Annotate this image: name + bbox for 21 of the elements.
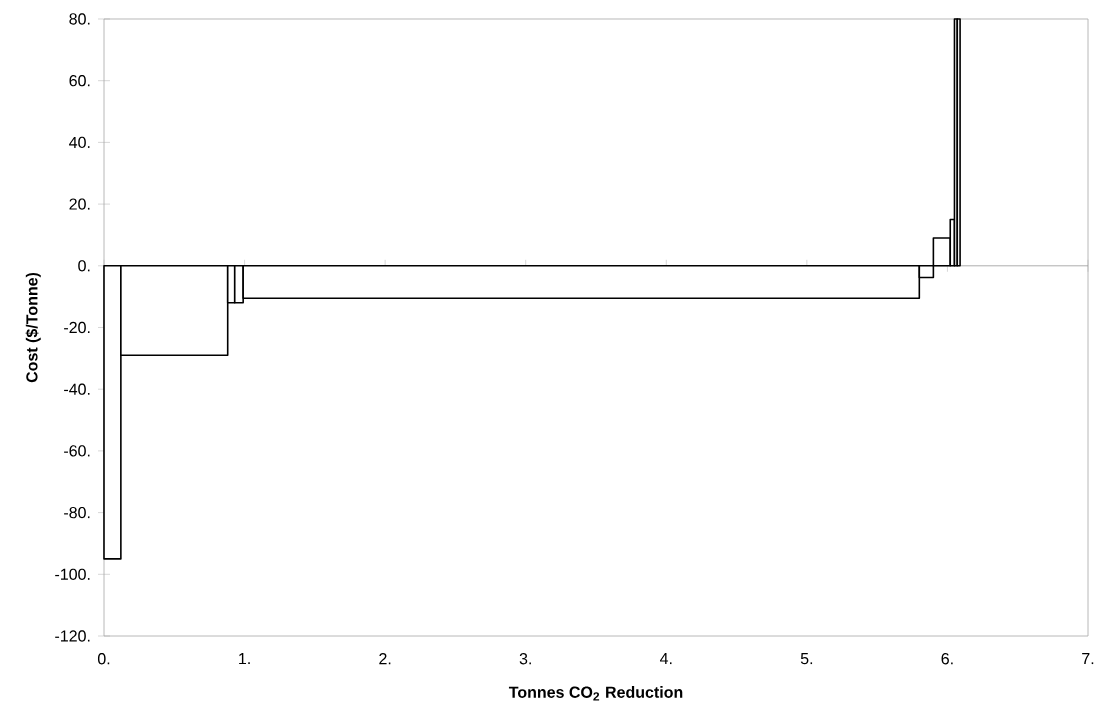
x-axis-title: Tonnes CO$_{2}$ Reduction [508,686,683,701]
y-tick-label: -100. [55,568,90,580]
x-tick-label: 0. [97,653,110,665]
y-tick-label: 20. [69,198,90,210]
x-tick-label: 6. [941,653,953,665]
y-axis-title: Cost ($/Tonne) [25,272,41,383]
x-tick-label: 7. [1082,653,1094,665]
y-tick-label: 80. [69,13,90,25]
y-tick-label: -60. [64,445,90,457]
x-tick-label: 4. [659,653,672,665]
x-tick-label: 1. [239,653,250,665]
y-tick-label: -40. [64,383,90,395]
y-tick-label: 0. [78,260,90,272]
y-tick-label: -120. [55,630,90,642]
x-tick-label: 3. [519,653,531,665]
y-tick-label: 40. [69,136,90,149]
x-tick-label: 5. [800,653,813,665]
y-tick-label: -20. [64,321,90,334]
x-tick-label: 2. [379,653,391,665]
y-tick-label: -80. [64,506,90,519]
y-tick-label: 60. [69,75,90,87]
